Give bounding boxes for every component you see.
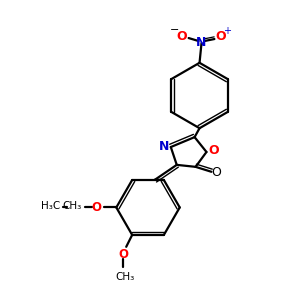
Text: O: O: [215, 30, 226, 43]
Text: CH₃: CH₃: [62, 202, 81, 212]
Text: O: O: [208, 145, 219, 158]
Text: N: N: [159, 140, 169, 152]
Text: −: −: [170, 25, 179, 35]
Text: CH₃: CH₃: [116, 272, 135, 281]
Text: O: O: [118, 248, 128, 261]
Text: H₃C: H₃C: [41, 202, 61, 212]
Text: O: O: [212, 166, 221, 179]
Text: +: +: [223, 26, 231, 36]
Text: O: O: [176, 30, 187, 43]
Text: O: O: [92, 201, 101, 214]
Text: N: N: [196, 35, 207, 49]
